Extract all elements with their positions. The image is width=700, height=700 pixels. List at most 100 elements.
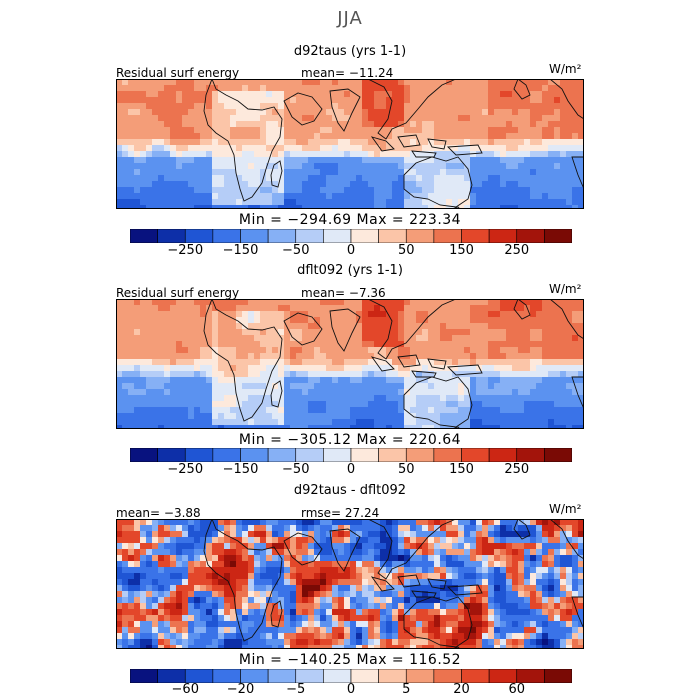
map-cell xyxy=(500,567,507,574)
map-cell xyxy=(308,341,315,348)
map-cell xyxy=(176,79,183,86)
map-cell xyxy=(212,169,219,176)
map-cell xyxy=(194,145,201,152)
map-cell xyxy=(278,621,285,628)
map-cell xyxy=(470,103,477,110)
map-cell xyxy=(530,145,537,152)
map-cell xyxy=(344,205,351,209)
map-cell xyxy=(578,591,584,598)
map-cell xyxy=(350,519,357,526)
map-cell xyxy=(290,519,297,526)
map-cell xyxy=(422,389,429,396)
map-cell xyxy=(500,91,507,98)
map-cell xyxy=(410,419,417,426)
map-cell xyxy=(326,103,333,110)
map-cell xyxy=(548,371,555,378)
map-cell xyxy=(338,169,345,176)
map-cell xyxy=(284,377,291,384)
map-cell xyxy=(422,555,429,562)
map-cell xyxy=(284,175,291,182)
map-cell xyxy=(200,555,207,562)
map-cell xyxy=(206,79,213,86)
map-cell xyxy=(326,555,333,562)
map-cell xyxy=(182,531,189,538)
map-cell xyxy=(578,413,584,420)
map-cell xyxy=(458,549,465,556)
map-cell xyxy=(356,163,363,170)
map-cell xyxy=(140,205,147,209)
map-cell xyxy=(422,585,429,592)
map-cell xyxy=(446,175,453,182)
map-cell xyxy=(374,519,381,526)
colorbar-bin xyxy=(488,229,518,243)
map-cell xyxy=(128,175,135,182)
map-cell xyxy=(170,585,177,592)
map-cell xyxy=(338,371,345,378)
map-cell xyxy=(368,163,375,170)
map-cell xyxy=(428,103,435,110)
map-cell xyxy=(314,317,321,324)
map-cell xyxy=(188,371,195,378)
map-cell xyxy=(248,103,255,110)
map-cell xyxy=(518,193,525,200)
map-cell xyxy=(494,561,501,568)
map-cell xyxy=(362,413,369,420)
map-cell xyxy=(188,365,195,372)
map-cell xyxy=(290,591,297,598)
map-cell xyxy=(542,549,549,556)
map-cell xyxy=(170,371,177,378)
map-cell xyxy=(176,139,183,146)
map-cell xyxy=(572,353,579,360)
map-cell xyxy=(338,413,345,420)
map-cell xyxy=(458,561,465,568)
map-cell xyxy=(488,395,495,402)
map-cell xyxy=(404,413,411,420)
map-cell xyxy=(350,525,357,532)
map-cell xyxy=(476,389,483,396)
map-cell xyxy=(194,353,201,360)
map-cell xyxy=(458,199,465,206)
map-cell xyxy=(176,109,183,116)
map-cell xyxy=(374,579,381,586)
map-cell xyxy=(512,407,519,414)
map-cell xyxy=(260,627,267,634)
map-cell xyxy=(422,413,429,420)
map-cell xyxy=(248,597,255,604)
map-cell xyxy=(542,199,549,206)
map-cell xyxy=(314,199,321,206)
map-cell xyxy=(224,133,231,140)
map-cell xyxy=(446,591,453,598)
map-cell xyxy=(494,519,501,526)
map-cell xyxy=(482,317,489,324)
map-cell xyxy=(356,537,363,544)
map-cell xyxy=(350,591,357,598)
map-cell xyxy=(416,205,423,209)
map-cell xyxy=(416,163,423,170)
map-cell xyxy=(398,537,405,544)
map-cell xyxy=(242,139,249,146)
map-cell xyxy=(314,371,321,378)
map-cell xyxy=(506,175,513,182)
map-cell xyxy=(152,383,159,390)
map-cell xyxy=(440,145,447,152)
map-cell xyxy=(224,115,231,122)
map-cell xyxy=(536,377,543,384)
map-cell xyxy=(284,573,291,580)
map-cell xyxy=(494,591,501,598)
map-cell xyxy=(308,145,315,152)
map-cell xyxy=(290,311,297,318)
map-cell xyxy=(428,121,435,128)
map-cell xyxy=(464,555,471,562)
map-cell xyxy=(368,383,375,390)
map-cell xyxy=(218,585,225,592)
map-cell xyxy=(398,609,405,616)
map-cell xyxy=(242,549,249,556)
map-cell xyxy=(224,347,231,354)
map-cell xyxy=(194,175,201,182)
map-cell xyxy=(230,199,237,206)
map-cell xyxy=(170,187,177,194)
map-cell xyxy=(392,603,399,610)
map-cell xyxy=(530,323,537,330)
map-cell xyxy=(122,187,129,194)
map-cell xyxy=(494,377,501,384)
